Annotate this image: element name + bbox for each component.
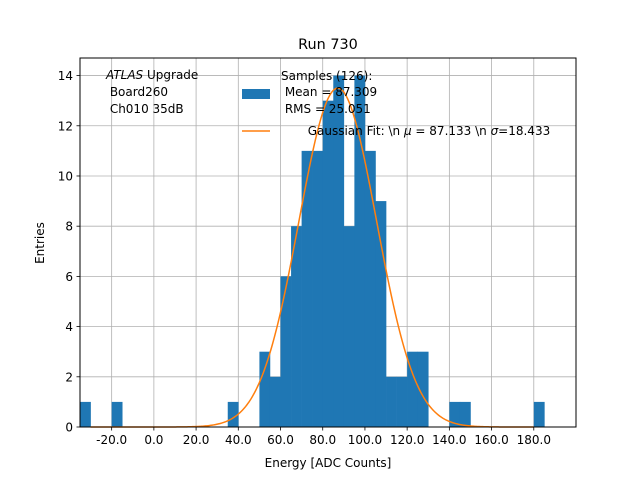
legend-hist-label-line3: RMS = 25.051 <box>281 102 371 116</box>
histogram-bar <box>354 75 366 428</box>
histogram-bar <box>280 276 292 427</box>
histogram-bar <box>407 351 419 427</box>
histogram-bar <box>449 401 461 427</box>
y-tick-label: 6 <box>65 270 73 284</box>
histogram-bar <box>322 100 334 428</box>
histogram-bar <box>396 376 408 427</box>
y-tick-label: 12 <box>58 119 73 133</box>
y-axis-ticks: 0 2 4 6 8 10 12 14 <box>58 69 80 435</box>
x-tick-label: 20.0 <box>183 433 210 447</box>
annotation-board: Board260 <box>106 85 168 99</box>
histogram-bar <box>301 150 313 427</box>
y-tick-label: 8 <box>65 220 73 234</box>
x-tick-label: 80.0 <box>309 433 336 447</box>
y-tick-label: 2 <box>65 370 73 384</box>
x-tick-label: 140.0 <box>432 433 466 447</box>
x-tick-label: 120.0 <box>390 433 424 447</box>
histogram-bar <box>80 401 91 427</box>
legend: Samples (126): Mean = 87.309 RMS = 25.05… <box>242 69 569 138</box>
histogram-bar <box>343 226 355 427</box>
plot-frame <box>79 57 577 428</box>
histogram-bar <box>291 226 302 427</box>
histogram-bar <box>417 351 429 427</box>
chart-title: Run 730 <box>298 37 358 53</box>
y-axis-label: Entries <box>33 222 47 264</box>
histogram-bar <box>227 401 239 427</box>
histogram-bar <box>259 351 271 427</box>
annotation-channel: Ch010 35dB <box>106 102 184 116</box>
y-tick-label: 10 <box>58 169 73 183</box>
legend-hist-label-line1: Samples (126): <box>281 69 372 83</box>
svg-text:ATLAS Upgrade: ATLAS Upgrade <box>105 68 198 82</box>
y-tick-label: 0 <box>65 421 73 435</box>
legend-fit-label: Gaussian Fit: \n μ = 87.133 \n σ=18.433 <box>281 124 569 138</box>
histogram-bar <box>459 401 471 427</box>
y-tick-label: 14 <box>58 69 73 83</box>
histogram-bar <box>269 376 281 427</box>
x-axis-ticks: -20.0 0.0 20.0 40.0 60.0 80.0 100.0 120.0 140.0 1… <box>96 427 551 447</box>
histogram-bar <box>333 75 345 428</box>
y-tick-label: 4 <box>65 320 73 334</box>
atlas-annotation: ATLAS Upgrade Board260 Ch010 35dB <box>105 68 198 116</box>
histogram-bar <box>533 401 545 427</box>
x-axis-label: Energy [ADC Counts] <box>265 456 392 470</box>
histogram-bars <box>80 75 545 428</box>
histogram-bar <box>312 150 324 427</box>
histogram-bar <box>111 401 123 427</box>
x-tick-label: -20.0 <box>96 433 127 447</box>
legend-hist-label-line2: Mean = 87.309 <box>281 85 377 99</box>
annotation-upgrade: Upgrade <box>143 68 198 82</box>
histogram-bar <box>364 150 376 427</box>
x-tick-label: 160.0 <box>474 433 508 447</box>
x-tick-label: 60.0 <box>267 433 294 447</box>
histogram-bar <box>375 201 387 427</box>
x-tick-label: 100.0 <box>348 433 382 447</box>
x-tick-label: 180.0 <box>517 433 551 447</box>
x-tick-label: 0.0 <box>144 433 163 447</box>
histogram-bar <box>386 376 397 427</box>
x-tick-label: 40.0 <box>225 433 252 447</box>
legend-hist-swatch <box>242 89 270 99</box>
annotation-atlas: ATLAS <box>105 68 144 82</box>
